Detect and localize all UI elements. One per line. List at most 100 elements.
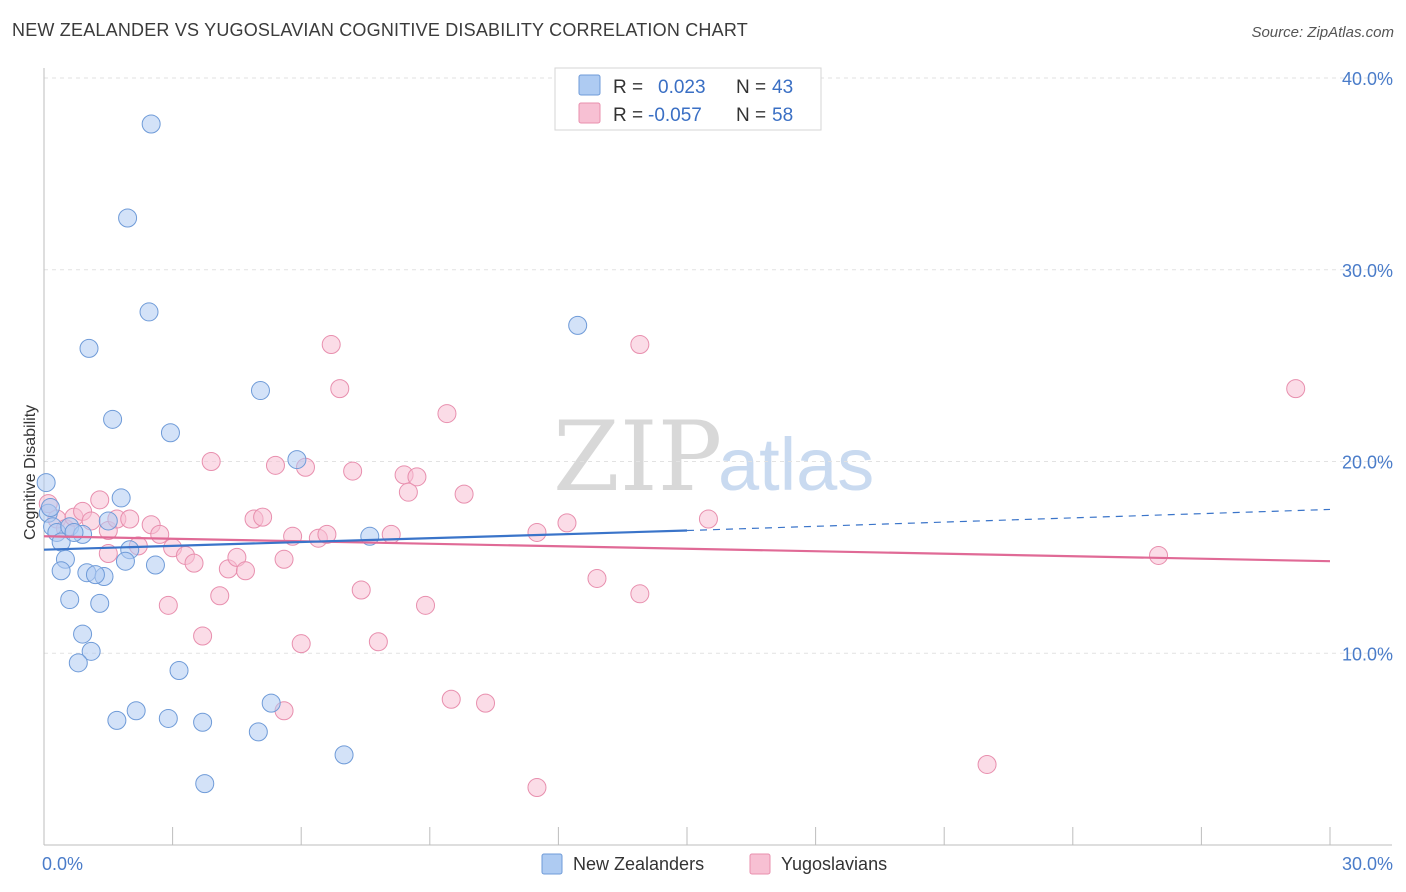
point-new-zealanders bbox=[103, 409, 123, 429]
point-yugoslavians bbox=[476, 693, 496, 713]
legend-r-label-1: R = bbox=[613, 77, 643, 98]
point-yugoslavians bbox=[210, 586, 230, 606]
x-tick-label-max: 30.0% bbox=[1342, 854, 1393, 874]
point-new-zealanders bbox=[158, 708, 178, 728]
point-new-zealanders bbox=[287, 450, 307, 470]
point-new-zealanders bbox=[98, 511, 118, 531]
trend-yugoslavians bbox=[43, 535, 1331, 563]
watermark-atlas: atlas bbox=[718, 423, 874, 506]
point-new-zealanders bbox=[118, 208, 138, 228]
point-yugoslavians bbox=[265, 455, 285, 475]
x-tick-label-min: 0.0% bbox=[42, 854, 83, 874]
point-new-zealanders bbox=[126, 701, 146, 721]
y-tick-label-20: 20.0% bbox=[1342, 453, 1393, 473]
point-yugoslavians bbox=[201, 452, 221, 471]
point-yugoslavians bbox=[441, 689, 461, 709]
legend-r-value-1: 0.023 bbox=[658, 77, 706, 98]
legend-r-label-2: R = bbox=[613, 105, 643, 126]
y-axis-label: Cognitive Disability bbox=[22, 405, 39, 540]
point-new-zealanders bbox=[568, 315, 588, 335]
new-zealanders-points bbox=[36, 114, 588, 794]
series-legend: New Zealanders Yugoslavians bbox=[541, 853, 887, 875]
point-yugoslavians bbox=[527, 522, 547, 542]
point-new-zealanders bbox=[139, 302, 159, 322]
legend-swatch-pink bbox=[578, 102, 601, 124]
legend-n-value-1: 43 bbox=[772, 77, 793, 98]
tick-labels: 10.0% 20.0% 30.0% 40.0% 0.0% 30.0% bbox=[42, 69, 1393, 874]
point-new-zealanders bbox=[90, 593, 110, 613]
point-new-zealanders bbox=[51, 561, 71, 581]
point-yugoslavians bbox=[330, 379, 350, 399]
axes bbox=[43, 68, 1392, 846]
point-yugoslavians bbox=[317, 524, 337, 544]
point-new-zealanders bbox=[248, 722, 268, 742]
point-new-zealanders bbox=[195, 774, 215, 794]
point-yugoslavians bbox=[587, 568, 607, 588]
point-new-zealanders bbox=[261, 693, 281, 713]
point-new-zealanders bbox=[169, 661, 189, 681]
point-yugoslavians bbox=[630, 584, 650, 604]
watermark-zip: ZIP bbox=[553, 401, 722, 513]
point-new-zealanders bbox=[79, 338, 99, 358]
point-yugoslavians bbox=[557, 513, 577, 533]
point-yugoslavians bbox=[407, 467, 427, 487]
point-yugoslavians bbox=[416, 595, 436, 615]
point-yugoslavians bbox=[527, 777, 547, 797]
point-new-zealanders bbox=[160, 423, 180, 443]
point-yugoslavians bbox=[98, 544, 118, 564]
point-yugoslavians bbox=[120, 509, 140, 529]
legend-r-value-2: -0.057 bbox=[648, 105, 702, 126]
series-legend-yugoslavians: Yugoslavians bbox=[781, 854, 887, 874]
legend-n-value-2: 58 bbox=[772, 105, 793, 126]
y-tick-label-10: 10.0% bbox=[1342, 644, 1393, 664]
point-yugoslavians bbox=[1149, 545, 1169, 565]
point-new-zealanders bbox=[64, 522, 84, 542]
point-yugoslavians bbox=[291, 634, 311, 654]
point-yugoslavians bbox=[150, 524, 170, 544]
point-yugoslavians bbox=[454, 484, 474, 504]
point-new-zealanders bbox=[81, 641, 101, 661]
point-yugoslavians bbox=[343, 461, 363, 481]
point-yugoslavians bbox=[158, 595, 178, 615]
point-yugoslavians bbox=[321, 335, 341, 355]
point-new-zealanders bbox=[73, 624, 93, 644]
point-new-zealanders bbox=[141, 114, 161, 134]
point-new-zealanders bbox=[107, 710, 127, 730]
point-yugoslavians bbox=[253, 507, 273, 527]
point-yugoslavians bbox=[630, 335, 650, 355]
legend-n-label-2: N = bbox=[736, 105, 766, 126]
y-tick-label-30: 30.0% bbox=[1342, 261, 1393, 281]
point-yugoslavians bbox=[193, 626, 213, 646]
point-new-zealanders bbox=[40, 498, 60, 518]
point-new-zealanders bbox=[111, 488, 131, 508]
legend-swatch-blue bbox=[578, 74, 601, 96]
point-yugoslavians bbox=[368, 632, 388, 652]
point-yugoslavians bbox=[381, 524, 401, 544]
point-yugoslavians bbox=[977, 754, 997, 774]
point-new-zealanders bbox=[85, 565, 105, 585]
point-yugoslavians bbox=[184, 553, 204, 573]
legend-n-label-1: N = bbox=[736, 77, 766, 98]
series-legend-new-zealanders: New Zealanders bbox=[573, 854, 704, 874]
series-legend-swatch-blue bbox=[541, 853, 563, 875]
point-yugoslavians bbox=[351, 580, 371, 600]
point-new-zealanders bbox=[193, 712, 213, 732]
trend-new-zealanders-extension bbox=[686, 508, 1331, 532]
point-yugoslavians bbox=[398, 482, 418, 502]
series-legend-swatch-pink bbox=[749, 853, 771, 875]
point-yugoslavians bbox=[274, 549, 294, 569]
point-yugoslavians bbox=[1286, 379, 1306, 399]
trend-lines bbox=[43, 508, 1331, 563]
point-new-zealanders bbox=[36, 473, 56, 493]
chart-title: NEW ZEALANDER VS YUGOSLAVIAN COGNITIVE D… bbox=[12, 20, 748, 40]
y-tick-label-40: 40.0% bbox=[1342, 69, 1393, 89]
point-yugoslavians bbox=[90, 490, 110, 510]
trend-new-zealanders bbox=[43, 529, 688, 551]
source-label: Source: ZipAtlas.com bbox=[1251, 24, 1394, 41]
point-new-zealanders bbox=[145, 555, 165, 575]
point-yugoslavians bbox=[698, 509, 718, 529]
point-new-zealanders bbox=[250, 381, 270, 401]
point-new-zealanders bbox=[334, 745, 354, 765]
point-yugoslavians bbox=[437, 404, 457, 424]
